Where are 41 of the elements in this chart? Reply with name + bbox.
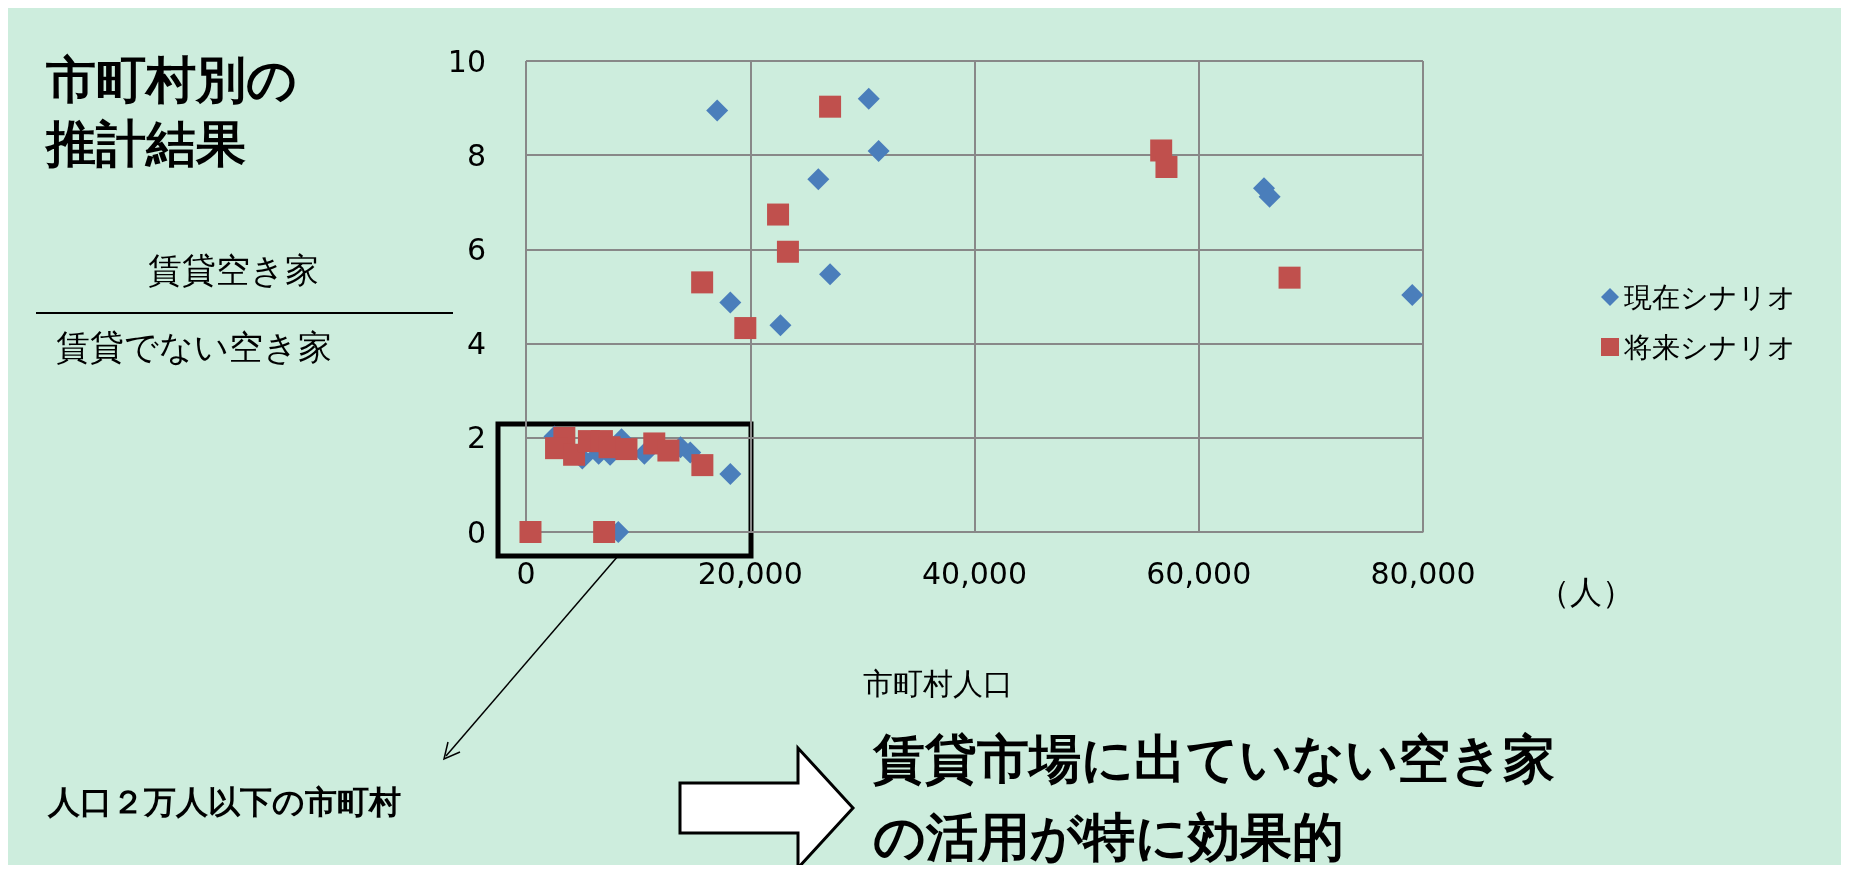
- point: [719, 463, 742, 486]
- x-tick-label: 0: [516, 555, 536, 591]
- point: [857, 87, 880, 110]
- point: [691, 454, 714, 477]
- text: 賃貸市場に出ていない空き家の活用が特に効果的: [872, 729, 1555, 867]
- point: [807, 168, 830, 191]
- x-tick-label: 60,000: [1146, 555, 1252, 591]
- y-tick-label: 10: [447, 43, 486, 79]
- point: [1155, 155, 1178, 178]
- point: [819, 95, 842, 118]
- point: [776, 240, 799, 263]
- point: [615, 438, 638, 461]
- y-tick-label: 8: [466, 137, 486, 173]
- point: [593, 521, 616, 543]
- text: 人口２万人以下の市町村: [47, 783, 401, 821]
- text: 市町村別の推計結果: [44, 51, 297, 173]
- point: [519, 521, 542, 543]
- point: [819, 263, 842, 286]
- legend-label: 現在シナリオ: [1624, 280, 1796, 314]
- point: [867, 139, 890, 162]
- x-axis-title: 市町村人口: [863, 665, 1013, 701]
- point: [691, 271, 714, 294]
- point: [657, 439, 680, 462]
- text: 賃貸空き家: [148, 250, 319, 290]
- point: [1278, 266, 1301, 289]
- text: 賃貸でない空き家: [56, 327, 332, 367]
- point: [769, 314, 792, 337]
- legend-label: 将来シナリオ: [1623, 330, 1796, 364]
- point: [706, 99, 729, 122]
- point: [719, 291, 742, 314]
- y-tick-label: 2: [466, 420, 486, 456]
- point: [1401, 284, 1424, 307]
- x-tick-label: 80,000: [1370, 555, 1476, 591]
- y-tick-label: 6: [466, 231, 486, 267]
- x-tick-label: 20,000: [697, 555, 803, 591]
- y-tick-label: 4: [466, 326, 486, 362]
- x-tick-label: 40,000: [922, 555, 1027, 591]
- point: [734, 317, 757, 340]
- text: （人）: [1538, 573, 1634, 611]
- y-tick-label: 0: [466, 514, 486, 550]
- point: [767, 203, 790, 226]
